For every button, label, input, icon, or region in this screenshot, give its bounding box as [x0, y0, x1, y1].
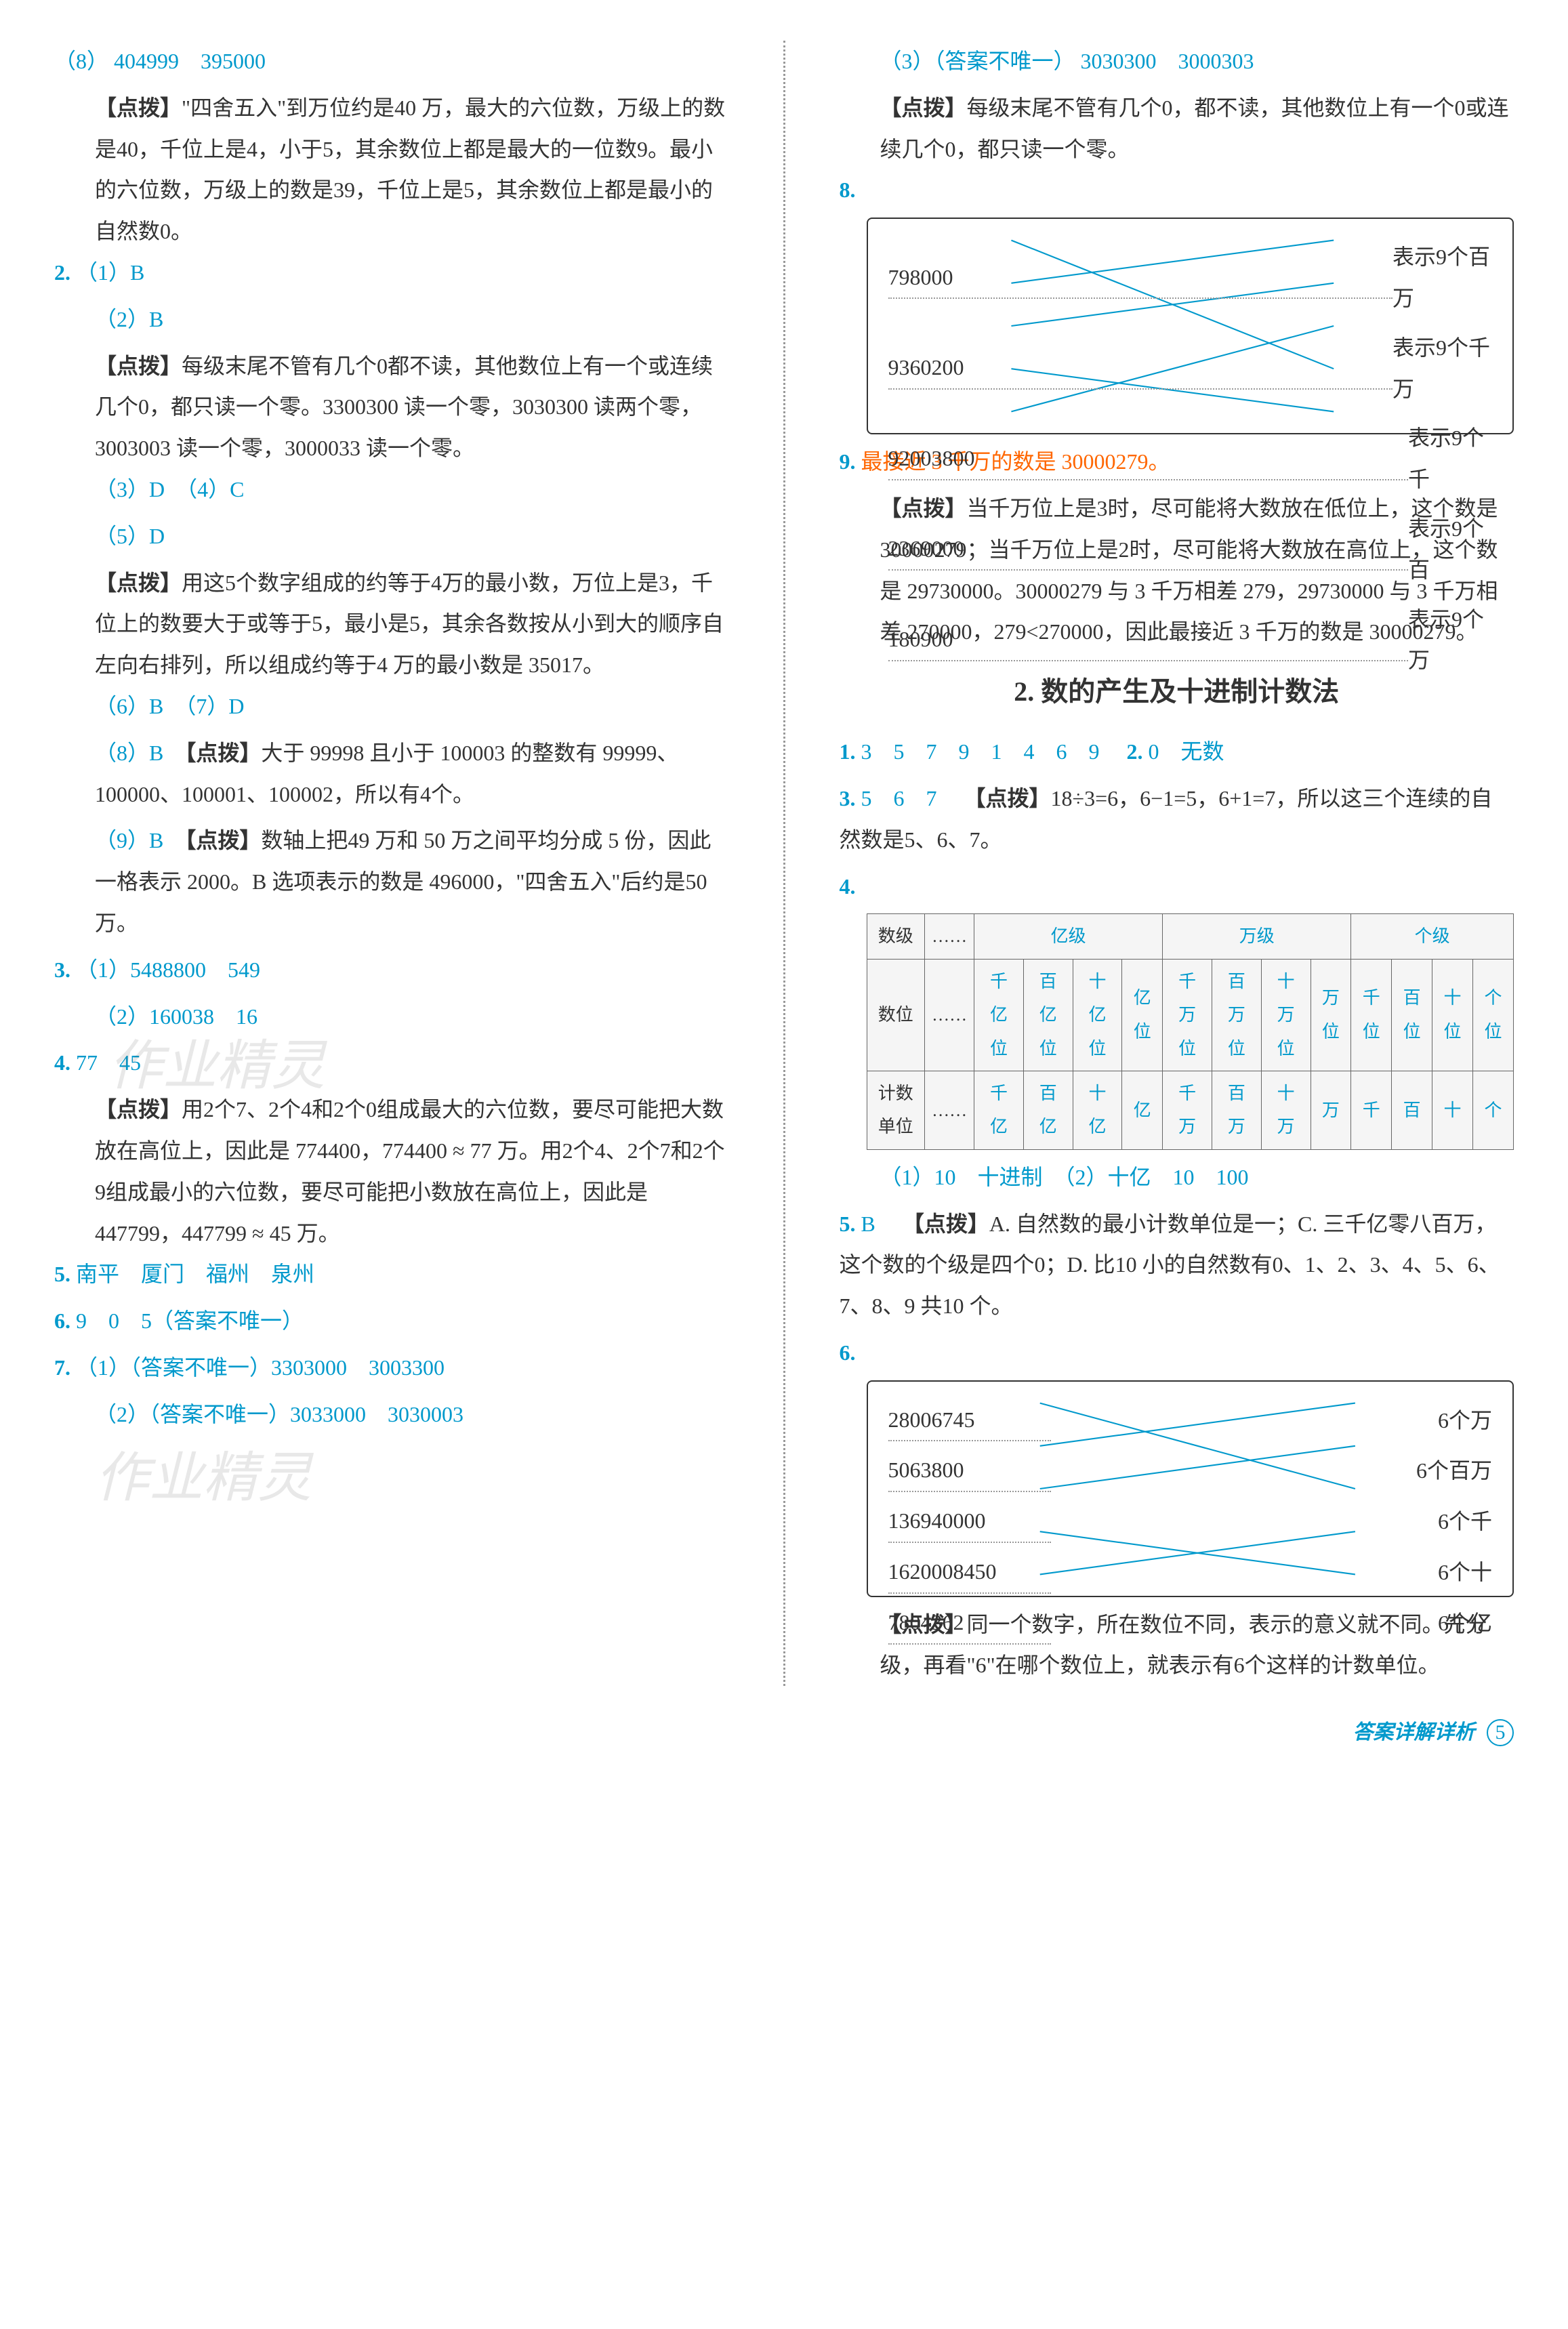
column-divider: [783, 41, 785, 1686]
page-number: 5: [1487, 1719, 1514, 1746]
q2-hint5-block: 【点拨】用这5个数字组成的约等于4万的最小数，万位上是3，千位上的数要大于或等于…: [54, 562, 729, 686]
place-value-table: 数级 …… 亿级 万级 个级 数位 …… 千亿位 百亿位 十亿位 亿位 千万位 …: [867, 913, 1514, 1149]
s2-q6: 6.: [840, 1332, 1514, 1374]
page-container: （8） 404999 395000 【点拨】"四舍五入"到万位约是40 万，最大…: [54, 41, 1514, 1686]
q1-8-hint-block: 【点拨】"四舍五入"到万位约是40 万，最大的六位数，万级上的数是40，千位上是…: [54, 87, 729, 252]
q1-8-hint: "四舍五入"到万位约是40 万，最大的六位数，万级上的数是40，千位上是4，小于…: [95, 96, 725, 243]
q2-num: 2.: [54, 260, 70, 285]
q1-8-ans: 404999 395000: [114, 49, 266, 73]
s2-q4-sub1: （1）10 十进制 （2）十亿 10 100: [840, 1157, 1514, 1198]
q2-sub2: （2）B: [54, 299, 729, 340]
s2-q3: 3. 5 6 7 【点拨】18÷3=6，6−1=5，6+1=7，所以这三个连续的…: [840, 778, 1514, 861]
q3: 3. （1）5488800 549: [54, 949, 729, 991]
left-column: （8） 404999 395000 【点拨】"四舍五入"到万位约是40 万，最大…: [54, 41, 729, 1686]
s2-q4: 4.: [840, 866, 1514, 907]
s2-q5: 5. B 【点拨】A. 自然数的最小计数单位是一；C. 三千亿零八百万，这个数的…: [840, 1203, 1514, 1327]
q1-8-label: （8）: [54, 49, 108, 73]
q2-sub1: （1）B: [76, 260, 144, 285]
q2-sub9: （9）B 【点拨】数轴上把49 万和 50 万之间平均分成 5 份，因此一格表示…: [54, 820, 729, 943]
q5: 5. 南平 厦门 福州 泉州: [54, 1254, 729, 1295]
q3-sub2: （2）160038 16: [54, 996, 729, 1037]
q2-sub6: （6）B （7）D: [54, 686, 729, 727]
q4: 4. 77 45 作业精灵: [54, 1042, 729, 1084]
q2-sub5: （5）D: [54, 516, 729, 557]
q8: 8.: [840, 169, 1514, 211]
right-column: （3）（答案不唯一） 3030300 3000303 【点拨】每级末尾不管有几个…: [840, 41, 1514, 1686]
q8-diagram: 798000表示9个百万 9360200表示9个千万 92003800表示9个千…: [867, 218, 1514, 434]
s2-q1: 1. 3 5 7 9 1 4 6 9 2. 0 无数: [840, 731, 1514, 772]
q7-3: （3）（答案不唯一） 3030300 3000303: [840, 41, 1514, 82]
q2-hint-block: 【点拨】每级末尾不管有几个0都不读，其他数位上有一个或连续几个0，都只读一个零。…: [54, 346, 729, 469]
q7: 7. （1）（答案不唯一）3303000 3003300: [54, 1347, 729, 1388]
q2-sub3: （3）D （4）C: [54, 469, 729, 510]
q2-sub8: （8）B 【点拨】大于 99998 且小于 100003 的整数有 99999、…: [54, 733, 729, 815]
watermark-2: 作业精灵: [95, 1427, 312, 1530]
q6-diagram: 280067456个万 50638006个百万 1369400006个千 162…: [867, 1380, 1514, 1597]
q7-sub2: （2）（答案不唯一）3033000 3030003: [54, 1394, 729, 1435]
hint-label: 【点拨】: [95, 96, 182, 120]
q7-3-hint: 【点拨】每级末尾不管有几个0，都不读，其他数位上有一个0或连续几个0，都只读一个…: [840, 87, 1514, 170]
q6: 6. 9 0 5（答案不唯一）: [54, 1300, 729, 1342]
footer-label: 答案详解详析: [1353, 1721, 1475, 1744]
q4-hint: 【点拨】用2个7、2个4和2个0组成最大的六位数，要尽可能把大数放在高位上，因此…: [54, 1089, 729, 1254]
q1-8: （8） 404999 395000: [54, 41, 729, 82]
q2: 2. （1）B: [54, 252, 729, 293]
page-footer: 答案详解详析 5: [54, 1713, 1514, 1752]
